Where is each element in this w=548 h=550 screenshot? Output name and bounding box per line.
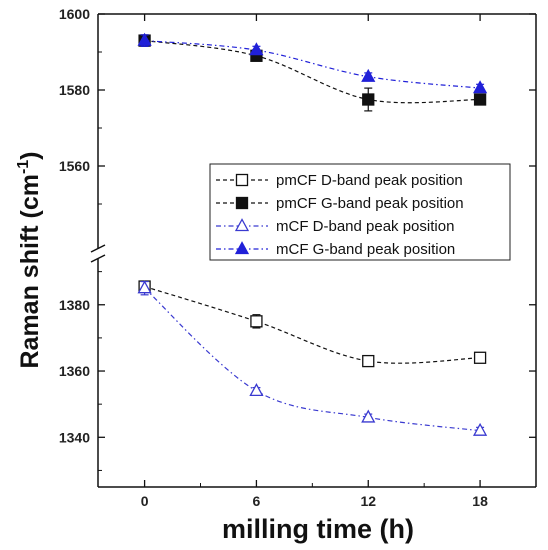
y-axis-title-superscript: -1 bbox=[15, 160, 32, 174]
axis-ticks: 1560 1580 1600 1340 1360 1380 0 6 12 18 bbox=[59, 6, 536, 509]
series-4 bbox=[137, 32, 488, 94]
data-point bbox=[362, 93, 375, 106]
y-tick-label: 1360 bbox=[59, 363, 90, 379]
x-axis-title: milling time (h) bbox=[222, 514, 414, 544]
legend-marker bbox=[234, 218, 250, 232]
data-point bbox=[137, 32, 152, 46]
legend-marker bbox=[234, 241, 250, 255]
legend-label: pmCF D-band peak position bbox=[276, 172, 463, 189]
y-tick-label: 1380 bbox=[59, 297, 90, 313]
legend-label: pmCF G-band peak position bbox=[276, 195, 464, 212]
series-1 bbox=[138, 280, 487, 368]
y-axis-title-main: Raman shift (cm bbox=[16, 174, 44, 368]
data-point bbox=[472, 80, 488, 94]
series-2 bbox=[138, 34, 487, 112]
data-point bbox=[473, 93, 487, 106]
y-tick-label: 1560 bbox=[59, 158, 90, 174]
data-point bbox=[249, 42, 264, 56]
x-tick-label: 0 bbox=[141, 493, 149, 509]
x-tick-label: 12 bbox=[360, 493, 376, 509]
x-tick-label: 18 bbox=[472, 493, 488, 509]
series-3 bbox=[137, 280, 488, 436]
legend: pmCF D-band peak position pmCF G-band pea… bbox=[209, 163, 511, 261]
data-point bbox=[137, 280, 152, 294]
y-tick-label: 1600 bbox=[59, 6, 90, 22]
data-point bbox=[473, 351, 487, 364]
x-tick-label: 6 bbox=[253, 493, 261, 509]
y-axis-title: Raman shift (cm-1) bbox=[15, 151, 44, 368]
legend-marker bbox=[235, 196, 249, 210]
legend-marker bbox=[235, 173, 249, 187]
y-tick-label: 1340 bbox=[59, 429, 90, 445]
series-line bbox=[144, 40, 481, 89]
data-point bbox=[361, 409, 376, 423]
data-point bbox=[249, 383, 264, 397]
y-axis-title-close: ) bbox=[16, 151, 44, 159]
y-tick-label: 1580 bbox=[59, 82, 90, 98]
plot-frame bbox=[90, 13, 537, 488]
series-line bbox=[144, 40, 481, 104]
data-point bbox=[250, 315, 263, 328]
data-series bbox=[137, 32, 488, 436]
axis-break-mark-1 bbox=[90, 244, 106, 253]
data-point bbox=[472, 422, 488, 436]
series-line bbox=[144, 287, 481, 432]
axis-break-mark-2 bbox=[90, 254, 106, 263]
legend-label: mCF G-band peak position bbox=[276, 241, 455, 258]
legend-label: mCF D-band peak position bbox=[276, 218, 454, 235]
data-point bbox=[362, 354, 375, 368]
series-line bbox=[144, 285, 481, 364]
data-point bbox=[361, 68, 376, 82]
